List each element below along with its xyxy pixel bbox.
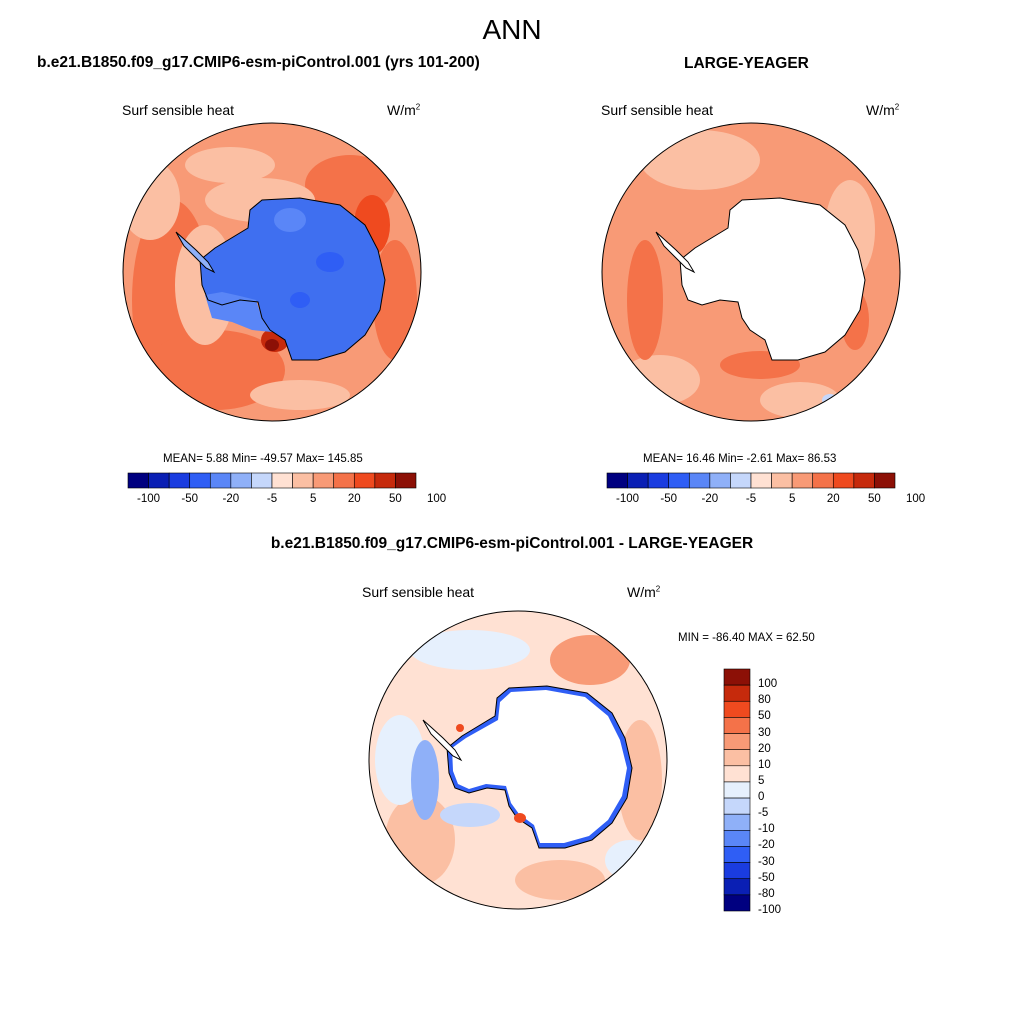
variable-label-obs: Surf sensible heat [601, 102, 714, 118]
colorbar-swatch [723, 830, 751, 847]
case-title-obs: LARGE-YEAGER [684, 55, 809, 72]
colorbar-tick-label: -20 [758, 839, 775, 852]
colorbar-swatch [723, 878, 751, 896]
colorbar-tick-label: -100 [758, 904, 782, 916]
colorbar-swatch [723, 749, 751, 767]
colorbar-tick-label: 80 [758, 694, 771, 707]
colorbar-swatch [271, 472, 293, 489]
colorbar-swatch [230, 472, 252, 489]
colorbar-swatch [723, 797, 751, 815]
colorbar-swatch [723, 717, 751, 734]
diff-title: b.e21.B1850.f09_g17.CMIP6-esm-piControl.… [270, 535, 754, 552]
colorbar-diff [723, 668, 751, 912]
colorbar-tick-label: 5 [788, 493, 796, 505]
colorbar-tick-label: 5 [309, 493, 317, 505]
map-diff [369, 611, 667, 909]
variable-label-model: Surf sensible heat [122, 102, 235, 118]
colorbar-swatch [853, 472, 875, 489]
colorbar-tick-label: 30 [758, 726, 771, 739]
colorbar-swatch [168, 472, 191, 489]
map-obs [602, 123, 900, 421]
stats-model: MEAN= 5.88 Min= -49.57 Max= 145.85 [163, 453, 363, 465]
colorbar-tick-label: -5 [266, 493, 278, 505]
units-label-model: W/m2 [387, 102, 421, 118]
colorbar-swatch [374, 472, 396, 489]
colorbar-tick-label: 100 [426, 493, 447, 505]
colorbar-swatch [189, 472, 211, 489]
colorbar-swatch [647, 472, 670, 489]
colorbar-tick-label: 0 [758, 791, 765, 804]
colorbar-swatch [251, 472, 273, 489]
colorbar-tick-label: -30 [758, 855, 775, 868]
variable-label-diff: Surf sensible heat [362, 584, 475, 600]
colorbar-tick-label: -100 [137, 493, 161, 505]
colorbar-swatch [723, 700, 751, 718]
colorbar-swatch [292, 472, 314, 489]
colorbar-swatch [723, 668, 751, 686]
colorbar-swatch [127, 472, 149, 489]
colorbar-swatch [771, 472, 793, 489]
colorbar-tick-label: -5 [745, 493, 757, 505]
colorbar-tick-label: 10 [758, 758, 771, 771]
colorbar-swatch [148, 472, 170, 489]
colorbar-tick-label: 5 [758, 774, 765, 787]
colorbar-swatch [723, 846, 751, 863]
colorbar-swatch [312, 472, 335, 489]
units-label-diff: W/m2 [627, 584, 661, 600]
colorbar-swatch [723, 781, 751, 799]
colorbar-swatch [723, 733, 751, 750]
colorbar-swatch [812, 472, 834, 489]
colorbar-tick-label: -50 [758, 871, 775, 884]
page-title: ANN [482, 14, 542, 45]
colorbar-swatch [750, 472, 772, 489]
colorbar-swatch [333, 472, 355, 489]
colorbar-swatch [688, 472, 711, 489]
colorbar-obs [606, 472, 896, 489]
colorbar-tick-label: 50 [389, 493, 402, 505]
case-title-model: b.e21.B1850.f09_g17.CMIP6-esm-piControl.… [37, 54, 480, 71]
colorbar-tick-label: 20 [758, 742, 771, 755]
colorbar-tick-label: -20 [222, 493, 240, 505]
colorbar-swatch [874, 472, 896, 489]
colorbar-tick-label: -5 [758, 807, 769, 820]
units-label-obs: W/m2 [866, 102, 900, 118]
colorbar-swatch [723, 684, 751, 702]
colorbar-tick-label: -80 [758, 887, 775, 900]
colorbar-tick-label: -50 [181, 493, 199, 505]
colorbar-tick-label: -100 [616, 493, 640, 505]
colorbar-swatch [730, 472, 752, 489]
colorbar-swatch [723, 894, 751, 912]
colorbar-tick-label: -50 [660, 493, 678, 505]
colorbar-tick-label: 50 [868, 493, 881, 505]
colorbar-swatch [791, 472, 814, 489]
colorbar-swatch [723, 765, 751, 783]
colorbar-tick-label: 50 [758, 710, 771, 723]
stats-diff: MIN = -86.40 MAX = 62.50 [678, 632, 815, 644]
colorbar-tick-label: 20 [347, 493, 361, 505]
colorbar-swatch [832, 472, 855, 489]
colorbar-tick-label: -20 [701, 493, 719, 505]
colorbar-swatch [723, 813, 751, 831]
colorbar-swatch [627, 472, 649, 489]
colorbar-swatch [353, 472, 376, 489]
colorbar-swatch [209, 472, 232, 489]
colorbar-swatch [668, 472, 690, 489]
colorbar-tick-label: -10 [758, 823, 775, 836]
colorbar-model [127, 472, 417, 489]
colorbar-swatch [709, 472, 731, 489]
colorbar-tick-label: 100 [758, 678, 778, 691]
stats-obs: MEAN= 16.46 Min= -2.61 Max= 86.53 [643, 453, 837, 465]
colorbar-swatch [395, 472, 417, 489]
colorbar-tick-label: 100 [905, 493, 926, 505]
colorbar-tick-label: 20 [826, 493, 840, 505]
colorbar-swatch [723, 862, 751, 880]
colorbar-swatch [606, 472, 628, 489]
